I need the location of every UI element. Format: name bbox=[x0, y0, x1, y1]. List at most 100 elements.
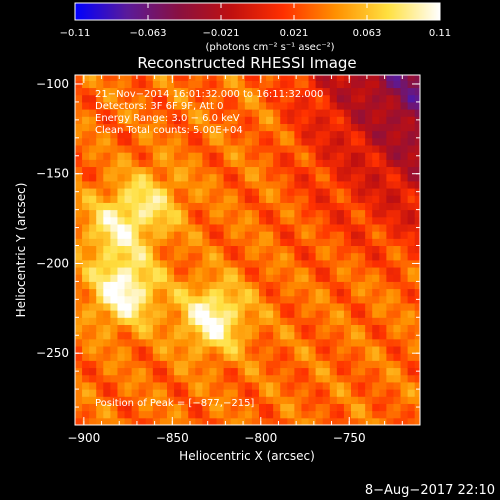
heatmap-cell bbox=[159, 80, 168, 89]
heatmap-cell bbox=[131, 109, 140, 117]
heatmap-cell bbox=[400, 367, 409, 376]
heatmap-cell bbox=[244, 195, 253, 203]
heatmap-cell bbox=[351, 295, 359, 304]
heatmap-cell bbox=[89, 274, 97, 282]
heatmap-cell bbox=[379, 80, 387, 89]
heatmap-cell bbox=[280, 259, 288, 268]
heatmap-cell bbox=[365, 252, 373, 261]
heatmap-cell bbox=[400, 231, 409, 239]
heatmap-cell bbox=[82, 274, 90, 282]
heatmap-cell bbox=[287, 238, 295, 247]
heatmap-cell bbox=[273, 403, 281, 412]
heatmap-cell bbox=[159, 302, 168, 311]
heatmap-cell bbox=[315, 94, 324, 103]
heatmap-cell bbox=[259, 109, 267, 117]
heatmap-cell bbox=[167, 346, 175, 354]
heatmap-cell bbox=[195, 80, 203, 89]
heatmap-cell bbox=[329, 130, 338, 139]
heatmap-cell bbox=[110, 317, 118, 325]
heatmap-cell bbox=[124, 346, 133, 354]
heatmap-cell bbox=[181, 381, 189, 390]
heatmap-cell bbox=[287, 381, 295, 390]
heatmap-cell bbox=[230, 180, 239, 189]
heatmap-cell bbox=[287, 231, 295, 239]
heatmap-cell bbox=[174, 223, 182, 232]
heatmap-cell bbox=[223, 410, 232, 419]
heatmap-cell bbox=[414, 216, 420, 225]
heatmap-cell bbox=[343, 75, 352, 81]
heatmap-cell bbox=[131, 360, 140, 369]
heatmap-cell bbox=[167, 75, 175, 81]
heatmap-cell bbox=[393, 367, 402, 376]
heatmap-cell bbox=[372, 87, 380, 96]
heatmap-cell bbox=[407, 87, 416, 96]
heatmap-cell bbox=[287, 288, 295, 297]
heatmap-cell bbox=[181, 331, 189, 340]
heatmap-cell bbox=[407, 166, 416, 175]
heatmap-cell bbox=[244, 281, 253, 290]
heatmap-cell bbox=[365, 80, 373, 89]
heatmap-cell bbox=[138, 116, 147, 124]
heatmap-cell bbox=[96, 252, 104, 261]
heatmap-cell bbox=[294, 223, 302, 232]
heatmap-cell bbox=[159, 396, 168, 404]
heatmap-cell bbox=[336, 130, 345, 139]
heatmap-cell bbox=[145, 252, 154, 261]
heatmap-cell bbox=[216, 302, 225, 311]
heatmap-cell bbox=[195, 417, 203, 425]
heatmap-cell bbox=[202, 238, 210, 247]
heatmap-cell bbox=[287, 252, 295, 261]
heatmap-cell bbox=[287, 195, 295, 203]
heatmap-cell bbox=[174, 346, 182, 354]
heatmap-cell bbox=[393, 389, 402, 397]
heatmap-cell bbox=[202, 331, 210, 340]
heatmap-cell bbox=[351, 188, 359, 196]
heatmap-cell bbox=[209, 94, 218, 103]
heatmap-cell bbox=[287, 324, 295, 333]
heatmap-cell bbox=[351, 324, 359, 333]
heatmap-cell bbox=[407, 389, 416, 397]
heatmap-cell bbox=[407, 302, 416, 311]
heatmap-cell bbox=[273, 80, 281, 89]
heatmap-cell bbox=[259, 231, 267, 239]
heatmap-cell bbox=[280, 123, 288, 132]
heatmap-cell bbox=[89, 94, 97, 103]
heatmap-cell bbox=[322, 223, 331, 232]
heatmap-cell bbox=[414, 173, 420, 182]
heatmap-cell bbox=[343, 281, 352, 290]
heatmap-cell bbox=[329, 410, 338, 419]
heatmap-cell bbox=[96, 173, 104, 182]
heatmap-cell bbox=[343, 245, 352, 254]
heatmap-cell bbox=[188, 310, 196, 318]
heatmap-cell bbox=[273, 116, 281, 124]
heatmap-cell bbox=[365, 346, 373, 354]
heatmap-cell bbox=[152, 231, 161, 239]
heatmap-cell bbox=[82, 267, 90, 275]
heatmap-cell bbox=[223, 274, 232, 282]
heatmap-cell bbox=[82, 302, 90, 311]
heatmap-cell bbox=[145, 231, 154, 239]
heatmap-cell bbox=[259, 145, 267, 153]
heatmap-cell bbox=[181, 259, 189, 268]
heatmap-cell bbox=[195, 281, 203, 290]
heatmap-cell bbox=[244, 374, 253, 383]
heatmap-cell bbox=[329, 281, 338, 290]
heatmap-cell bbox=[82, 123, 90, 132]
heatmap-cell bbox=[301, 87, 310, 96]
heatmap-cell bbox=[386, 367, 394, 376]
heatmap-cell bbox=[159, 116, 168, 124]
heatmap-cell bbox=[117, 324, 126, 333]
heatmap-cell bbox=[223, 324, 232, 333]
heatmap-cell bbox=[216, 259, 225, 268]
heatmap-cell bbox=[407, 173, 416, 182]
heatmap-cell bbox=[287, 202, 295, 211]
heatmap-cell bbox=[365, 180, 373, 189]
heatmap-cell bbox=[145, 259, 154, 268]
heatmap-cell bbox=[358, 80, 366, 89]
heatmap-cell bbox=[294, 145, 302, 153]
heatmap-cell bbox=[117, 216, 126, 225]
heatmap-cell bbox=[202, 80, 210, 89]
heatmap-cell bbox=[124, 360, 133, 369]
heatmap-cell bbox=[259, 310, 267, 318]
heatmap-cell bbox=[308, 259, 317, 268]
